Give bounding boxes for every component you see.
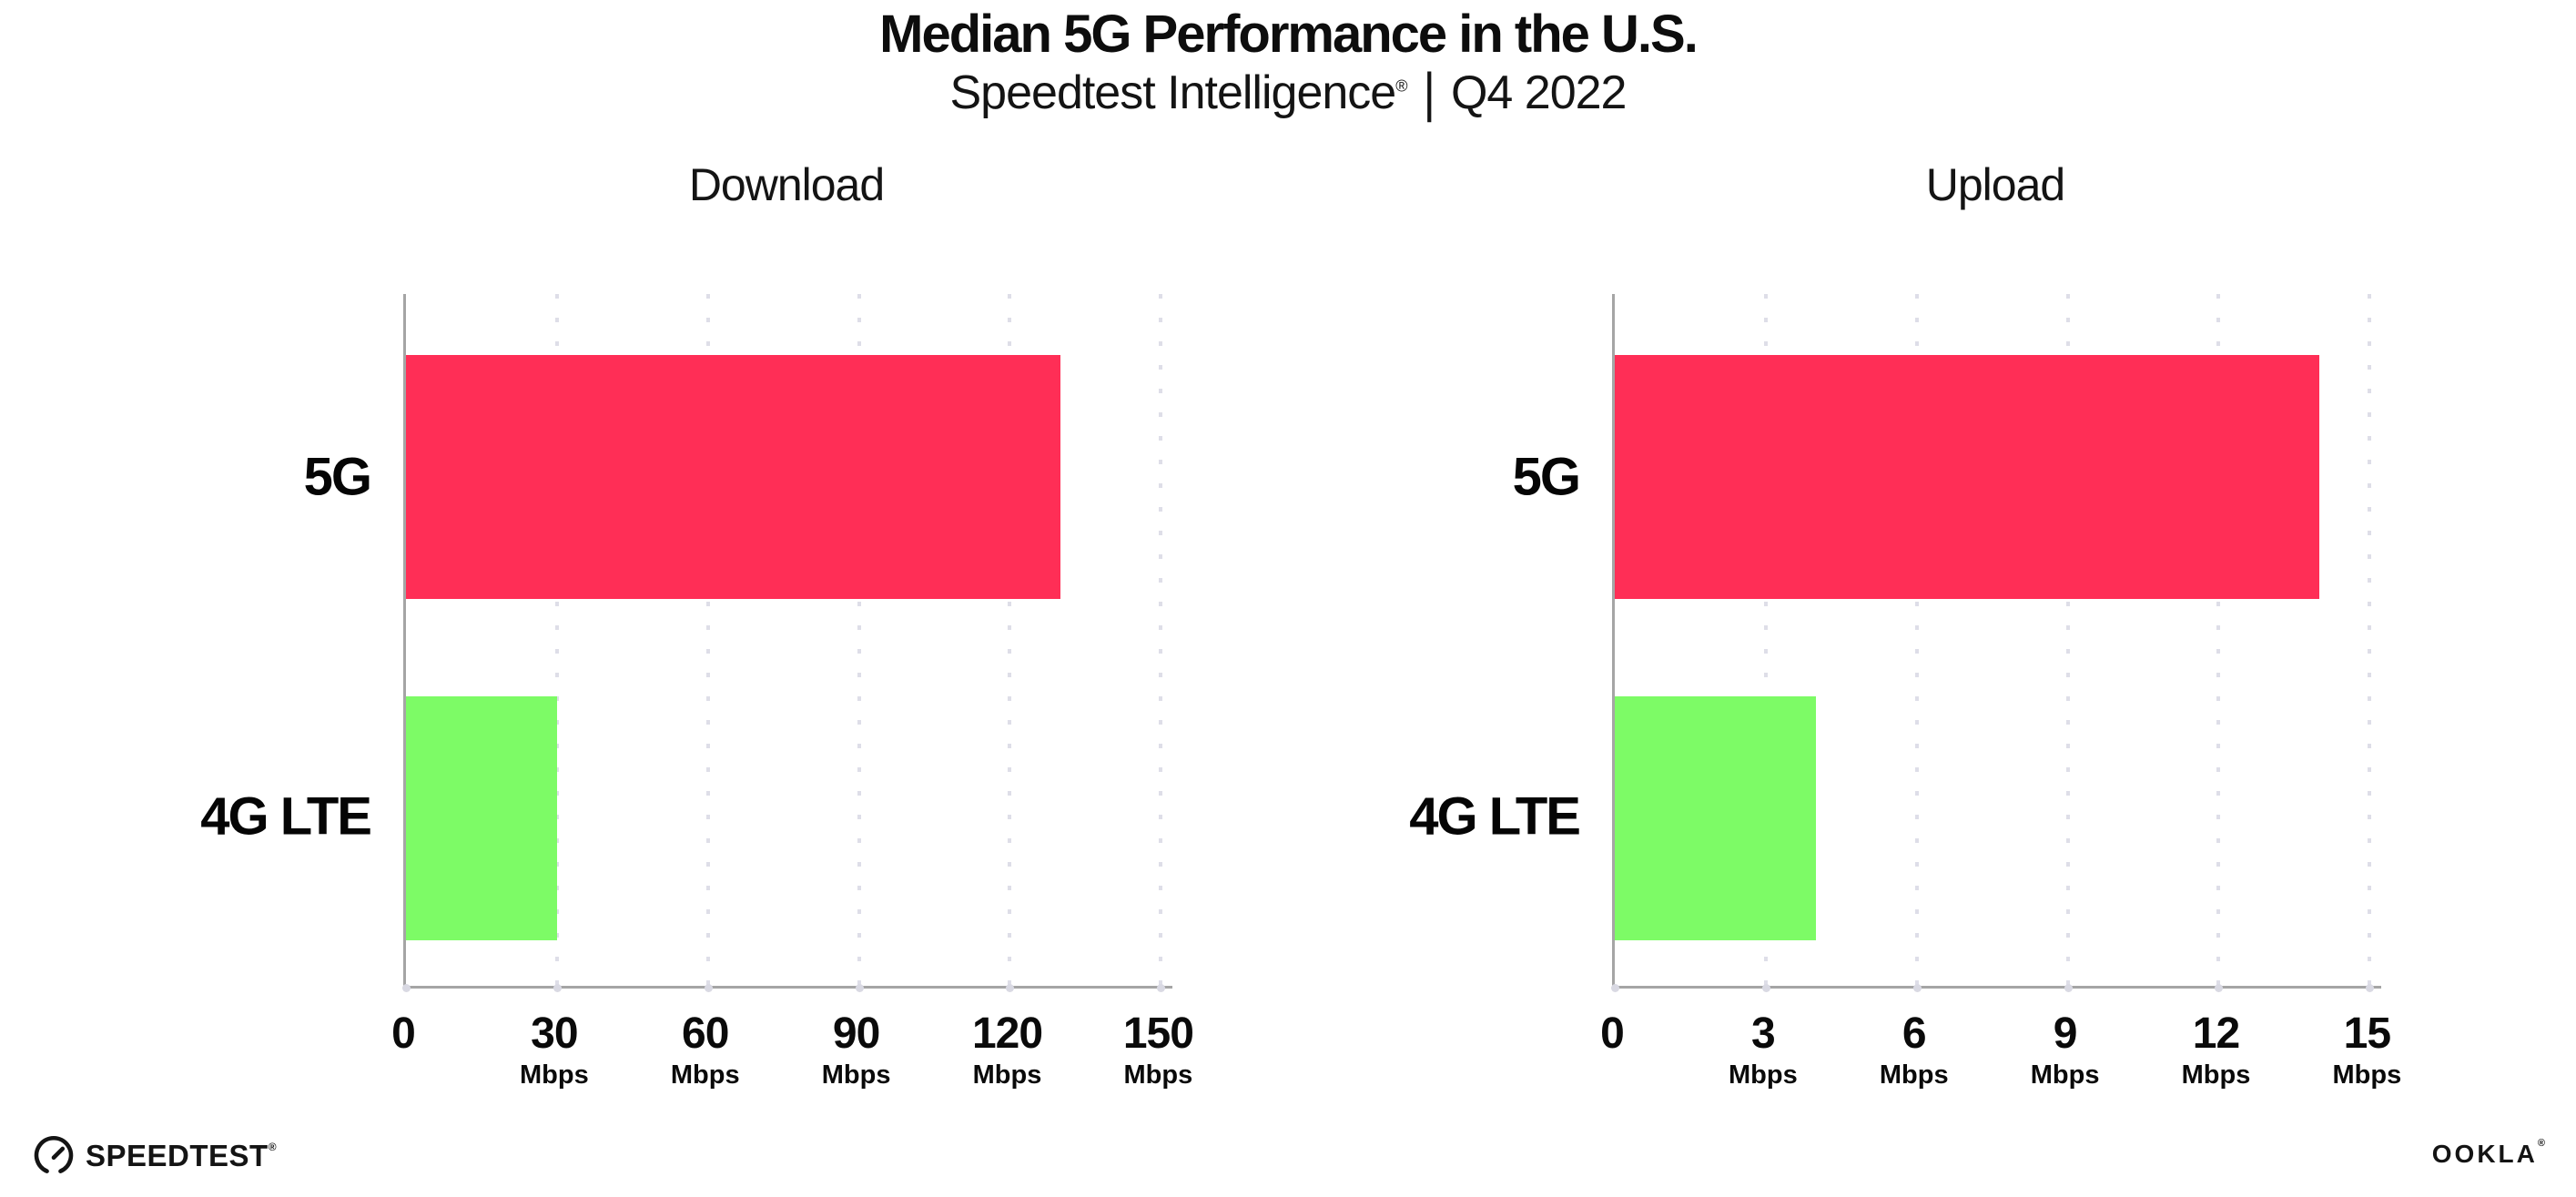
- x-tick-value: 90: [832, 1009, 880, 1058]
- gridline: [1008, 294, 1012, 986]
- gridline: [857, 294, 861, 986]
- gridline: [2065, 294, 2070, 986]
- upload-chart: Upload 5G 4G LTE 0 3 Mbps 6 Mbps 9 Mbps 12 Mbps 15…: [1348, 118, 2401, 1111]
- bar-4g-lte: [406, 696, 557, 940]
- subtitle-brand: Speedtest Intelligence: [949, 66, 1397, 119]
- ookla-logo: OOKLA®: [2431, 1138, 2545, 1169]
- x-tick-unit: Mbps: [1879, 1060, 1949, 1090]
- page-title: Median 5G Performance in the U.S.: [879, 5, 1699, 64]
- speedtest-wordmark: SPEEDTEST®: [86, 1139, 277, 1173]
- x-tick-60: 60 Mbps: [670, 1009, 740, 1090]
- x-tick-15: 15 Mbps: [2332, 1009, 2402, 1090]
- registered-mark: ®: [1395, 76, 1407, 96]
- tick-mark: [855, 984, 864, 992]
- tick-mark: [1761, 984, 1770, 992]
- x-tick-value: 120: [971, 1009, 1043, 1058]
- gridline: [554, 294, 559, 986]
- bar-4g-lte: [1615, 696, 1817, 940]
- tick-mark: [1912, 984, 1922, 992]
- x-tick-unit: Mbps: [821, 1060, 891, 1090]
- x-tick-value: 6: [1902, 1009, 1927, 1058]
- x-tick-0: 0: [1600, 1009, 1625, 1058]
- x-tick-unit: Mbps: [1123, 1060, 1193, 1090]
- x-axis: 0 3 Mbps 6 Mbps 9 Mbps 12 Mbps 15 Mbps: [1600, 986, 2401, 1131]
- x-tick-unit: Mbps: [2332, 1060, 2402, 1090]
- tick-mark: [2064, 984, 2073, 992]
- chart-title-upload: Upload: [1925, 158, 2065, 210]
- tick-mark: [402, 984, 411, 992]
- gridline: [1914, 294, 1919, 986]
- gridline: [705, 294, 710, 986]
- gridline: [2368, 294, 2372, 986]
- x-tick-unit: Mbps: [2030, 1060, 2100, 1090]
- category-label-5g: 5G: [1512, 447, 1581, 507]
- plot-area: [1611, 294, 2381, 992]
- x-tick-120: 120 Mbps: [971, 1009, 1043, 1090]
- bar-5g: [406, 355, 1060, 599]
- x-tick-value: 15: [2343, 1009, 2391, 1058]
- gridline: [2216, 294, 2221, 986]
- x-tick-value: 9: [2053, 1009, 2078, 1058]
- x-tick-unit: Mbps: [2181, 1060, 2251, 1090]
- x-tick-value: 60: [682, 1009, 729, 1058]
- tick-mark: [1611, 984, 1619, 992]
- tick-mark: [553, 984, 562, 992]
- x-tick-12: 12 Mbps: [2181, 1009, 2251, 1090]
- tick-mark: [2215, 984, 2224, 992]
- y-axis-labels: 5G 4G LTE: [1348, 294, 1581, 986]
- gridline: [1763, 294, 1768, 986]
- tick-mark: [704, 984, 713, 992]
- subtitle-separator: |: [1423, 62, 1435, 124]
- x-tick-unit: Mbps: [972, 1060, 1042, 1090]
- tick-mark: [1157, 984, 1166, 992]
- bar-5g: [1615, 355, 2320, 599]
- x-tick-9: 9 Mbps: [2030, 1009, 2100, 1090]
- category-label-4g-lte: 4G LTE: [200, 786, 372, 847]
- x-tick-3: 3 Mbps: [1729, 1009, 1798, 1090]
- speedtest-gauge-icon: [34, 1136, 74, 1173]
- chart-title-download: Download: [688, 158, 885, 210]
- x-tick-unit: Mbps: [670, 1060, 740, 1090]
- x-tick-0: 0: [391, 1009, 416, 1058]
- plot-area: [402, 294, 1172, 992]
- x-tick-value: 3: [1751, 1009, 1776, 1058]
- x-tick-unit: Mbps: [1729, 1060, 1798, 1090]
- tick-mark: [1006, 984, 1015, 992]
- x-tick-150: 150 Mbps: [1122, 1009, 1194, 1090]
- x-tick-unit: Mbps: [520, 1060, 589, 1090]
- page-subtitle: Speedtest Intelligence® | Q4 2022: [0, 63, 2576, 124]
- category-label-4g-lte: 4G LTE: [1409, 786, 1581, 847]
- speedtest-registered-mark: ®: [268, 1141, 278, 1153]
- tick-mark: [2366, 984, 2375, 992]
- x-tick-6: 6 Mbps: [1879, 1009, 1949, 1090]
- x-axis: 0 30 Mbps 60 Mbps 90 Mbps 120 Mbps 150 Mbps: [391, 986, 1194, 1131]
- x-tick-value: 0: [391, 1009, 416, 1058]
- x-tick-value: 0: [1600, 1009, 1625, 1058]
- gridline: [1159, 294, 1163, 986]
- x-tick-value: 30: [531, 1009, 578, 1058]
- speedtest-logo: SPEEDTEST®: [33, 1134, 277, 1178]
- x-tick-30: 30 Mbps: [520, 1009, 589, 1090]
- x-tick-90: 90 Mbps: [821, 1009, 891, 1090]
- x-tick-value: 150: [1122, 1009, 1194, 1058]
- x-tick-value: 12: [2192, 1009, 2240, 1058]
- download-chart: Download 5G 4G LTE 0 30 Mbps 60 Mbps 90 Mbps 120…: [139, 118, 1194, 1111]
- category-label-5g: 5G: [303, 447, 372, 507]
- ookla-wordmark-text: OOKLA: [2431, 1140, 2538, 1168]
- ookla-registered-mark: ®: [2537, 1138, 2545, 1149]
- subtitle-period: Q4 2022: [1450, 66, 1627, 119]
- speedtest-wordmark-text: SPEEDTEST: [86, 1139, 269, 1172]
- y-axis-labels: 5G 4G LTE: [139, 294, 372, 986]
